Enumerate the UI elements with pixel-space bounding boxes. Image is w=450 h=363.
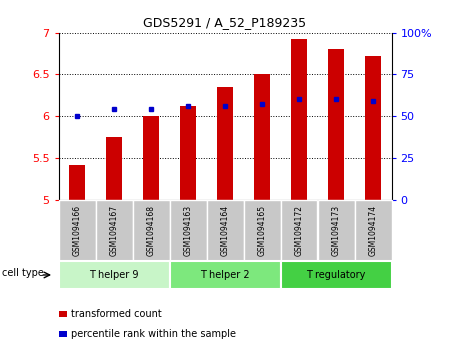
Bar xyxy=(106,137,122,200)
Bar xyxy=(69,164,86,200)
Text: T helper 9: T helper 9 xyxy=(89,270,139,280)
Text: T helper 2: T helper 2 xyxy=(200,270,250,280)
Text: GSM1094165: GSM1094165 xyxy=(257,205,266,256)
Text: GSM1094168: GSM1094168 xyxy=(147,205,156,256)
Text: T regulatory: T regulatory xyxy=(306,270,366,280)
Text: percentile rank within the sample: percentile rank within the sample xyxy=(71,329,236,339)
Text: GSM1094167: GSM1094167 xyxy=(109,205,118,256)
Bar xyxy=(364,56,381,200)
Text: cell type: cell type xyxy=(2,268,44,278)
Bar xyxy=(291,38,307,200)
Text: GSM1094172: GSM1094172 xyxy=(294,205,303,256)
Bar xyxy=(254,74,270,200)
Text: GSM1094174: GSM1094174 xyxy=(369,205,378,256)
Text: transformed count: transformed count xyxy=(71,309,162,319)
Title: GDS5291 / A_52_P189235: GDS5291 / A_52_P189235 xyxy=(144,16,306,29)
Text: GSM1094164: GSM1094164 xyxy=(220,205,230,256)
Text: GSM1094163: GSM1094163 xyxy=(184,205,193,256)
Bar xyxy=(328,49,344,200)
Text: GSM1094173: GSM1094173 xyxy=(332,205,341,256)
Text: GSM1094166: GSM1094166 xyxy=(72,205,81,256)
Bar xyxy=(217,87,233,200)
Bar xyxy=(143,116,159,200)
Bar xyxy=(180,106,196,200)
